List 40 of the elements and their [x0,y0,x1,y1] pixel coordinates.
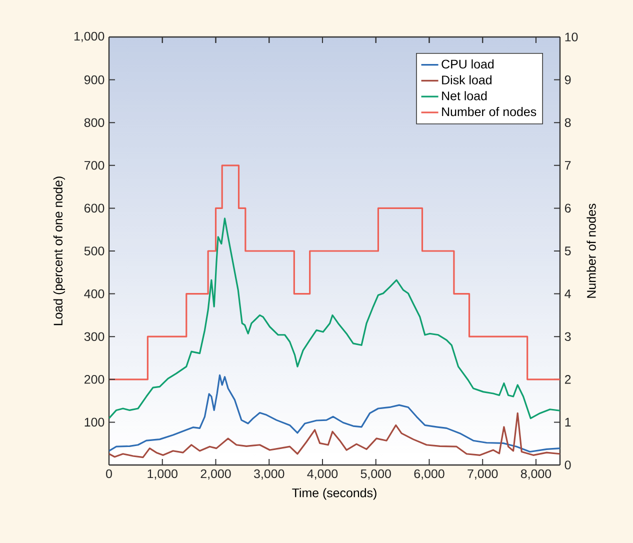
legend-label: Number of nodes [442,107,536,116]
y-tick-label: 1,000 [74,32,104,42]
legend-label: Net load [442,91,487,100]
legend-label: Disk load [442,75,492,84]
x-tick-label: 8,000 [520,469,552,480]
y-tick-label: 600 [84,204,104,213]
line-series [109,412,560,458]
y-tick-label: 200 [84,374,104,384]
y-tick-label: 800 [84,118,104,128]
y-tick-label: 700 [84,160,104,170]
x-tick-label: 3,000 [254,469,284,480]
y-tick-label: 100 [84,418,104,427]
y2-tick-label: 2 [564,375,571,384]
legend-label: CPU load [442,59,494,69]
y2-tick-label: 6 [564,204,571,213]
line-series [109,374,560,453]
x-tick-label: 5,000 [360,469,391,480]
line-series [109,218,560,420]
x-tick-label: 2,000 [200,469,231,480]
x-axis-title: Time (seconds) [292,488,376,500]
y2-tick-label: 4 [564,290,571,298]
y2-tick-label: 5 [564,246,571,256]
y2-tick-label: 9 [564,75,571,84]
x-tick-label: 6,000 [414,469,444,480]
x-tick-label: 7,000 [468,469,498,480]
y2-tick-label: 7 [564,161,571,170]
y-axis-title: Load (percent of one node) [53,176,65,326]
x-tick-label: 4,000 [307,469,338,480]
y2-tick-label: 10 [565,32,578,42]
y-tick-label: 300 [84,332,104,342]
y2-tick-label: 0 [564,460,571,470]
y2-tick-label: 8 [564,118,571,128]
y-tick-label: 400 [84,289,104,298]
y2-tick-label: 1 [565,418,571,426]
y2-tick-label: 3 [564,332,571,342]
y-tick-label: 500 [84,246,104,256]
y-tick-label: 900 [84,75,104,84]
x-tick-label: 0 [106,469,112,478]
x-tick-label: 1,000 [148,469,178,480]
y2-axis-title: Number of nodes [586,204,596,298]
